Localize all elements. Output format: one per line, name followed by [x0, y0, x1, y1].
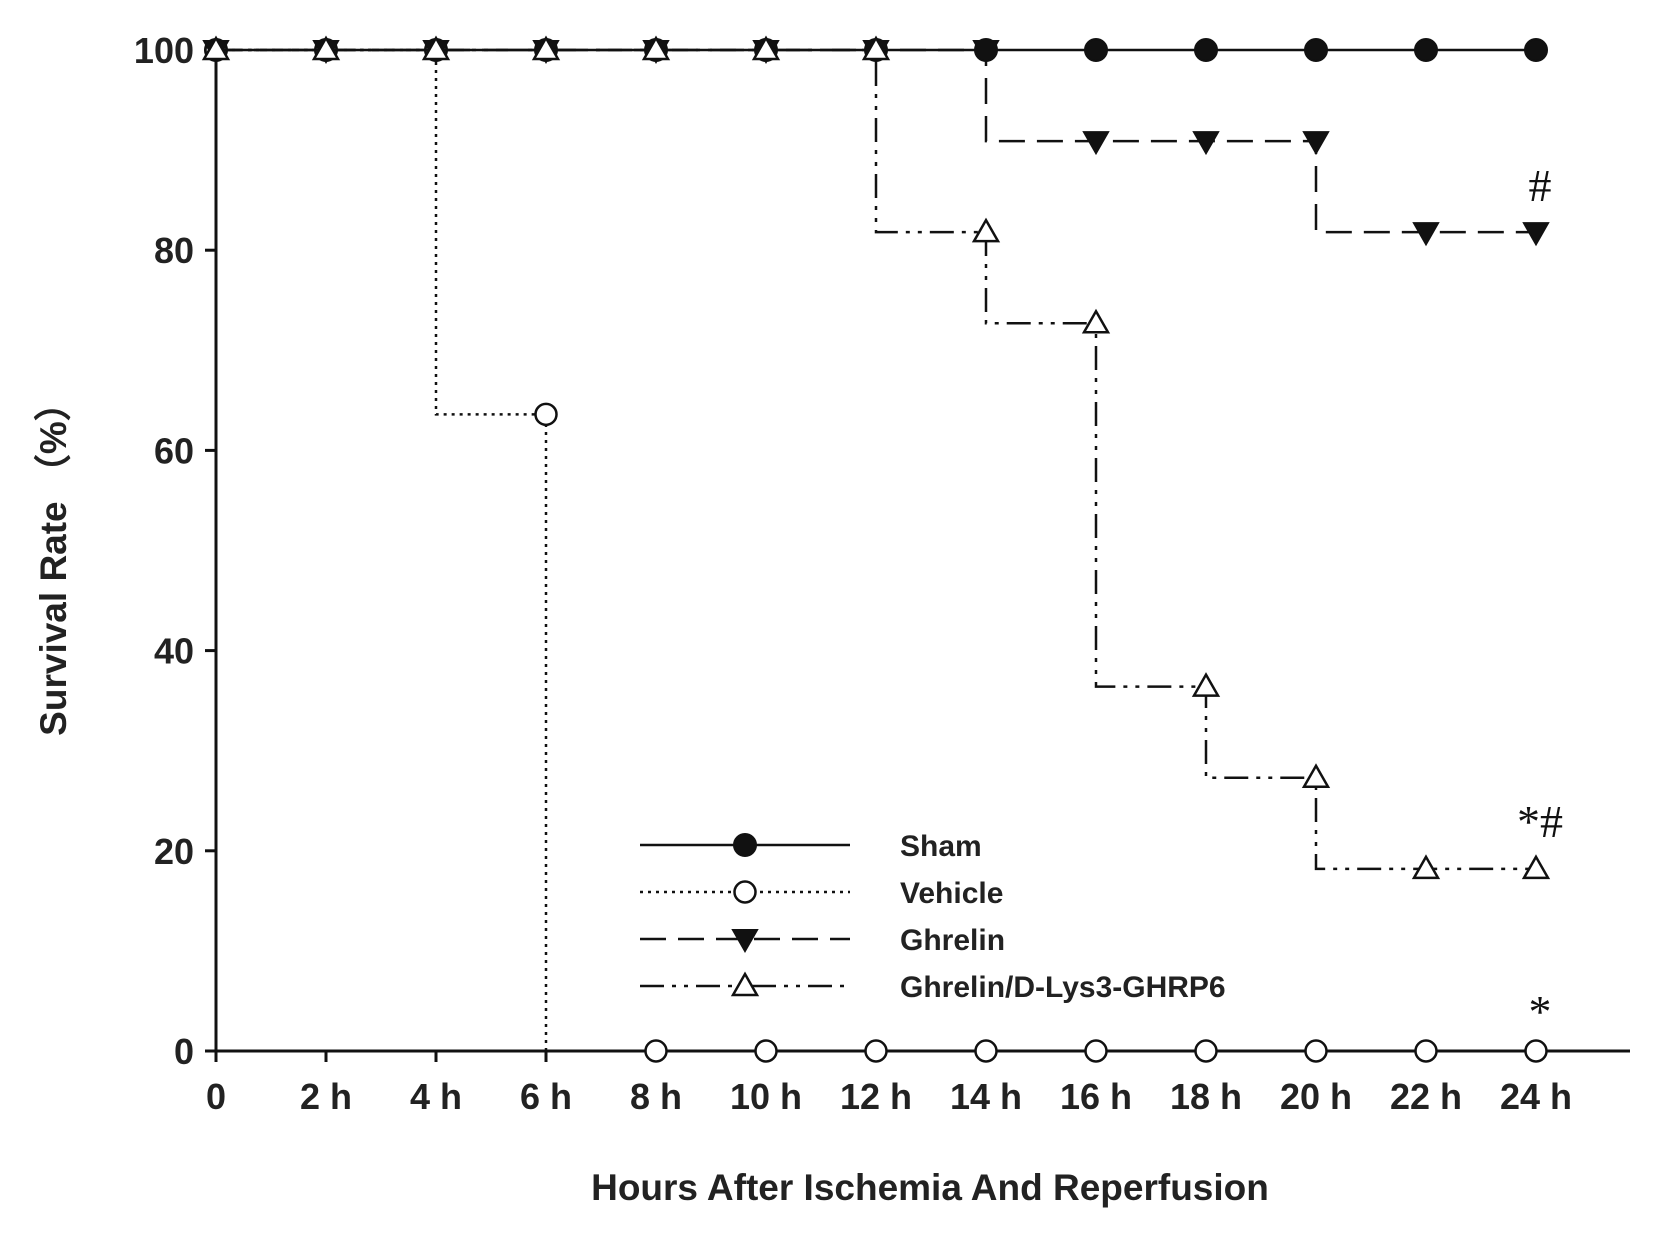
data-point [1412, 222, 1440, 247]
x-tick-label: 14 h [950, 1076, 1022, 1117]
legend: Sham Vehicle Ghrelin Ghrelin/D-Lys3-GHRP6 [640, 830, 1226, 1004]
data-point [1301, 763, 1331, 788]
series-layer [201, 35, 1551, 1063]
legend-label: Ghrelin/D-Lys3-GHRP6 [900, 971, 1226, 1004]
x-ticks: 0 2 h 4 h 6 h 8 h 10 h 12 h 14 h 16 h 18 h 20 h 22 … [206, 1051, 1572, 1117]
data-point [861, 35, 891, 61]
legend-label: Sham [900, 830, 982, 863]
significance-mark: *# [1517, 796, 1563, 847]
data-point [641, 35, 671, 61]
legend-marker [733, 833, 757, 857]
data-point [1524, 38, 1548, 62]
data-point [1304, 1039, 1328, 1063]
data-point [1522, 222, 1550, 247]
series-line [216, 48, 1536, 1053]
data-point [1084, 1039, 1108, 1063]
x-tick-label: 12 h [840, 1076, 912, 1117]
data-point [972, 40, 1000, 65]
data-point [311, 35, 341, 61]
data-point [534, 402, 558, 427]
data-point [1302, 131, 1330, 156]
data-point [1081, 308, 1111, 334]
legend-item: Vehicle [640, 877, 1003, 910]
x-tick-label: 0 [206, 1076, 226, 1117]
data-point [1414, 1039, 1438, 1063]
significance-mark: * [1529, 986, 1552, 1037]
data-point [1191, 672, 1221, 697]
x-tick-label: 18 h [1170, 1076, 1242, 1117]
y-tick-label: 0 [174, 1031, 194, 1072]
data-point [974, 1039, 998, 1063]
x-tick-label: 24 h [1500, 1076, 1572, 1117]
legend-marker [730, 971, 760, 997]
data-point [1194, 38, 1218, 62]
data-point [754, 1039, 778, 1063]
series-line [216, 48, 1536, 871]
x-tick-label: 20 h [1280, 1076, 1352, 1117]
data-point [751, 35, 781, 61]
y-tick-label: 20 [154, 831, 194, 872]
x-tick-label: 4 h [410, 1076, 462, 1117]
x-tick-label: 2 h [300, 1076, 352, 1117]
legend-marker [733, 880, 757, 904]
data-point [644, 1039, 668, 1063]
x-axis-title: Hours After Ischemia And Reperfusion [591, 1167, 1269, 1208]
y-tick-label: 100 [134, 30, 194, 71]
y-axis-title: Survival Rate （%） [33, 384, 74, 736]
plot-area: 0 2 h 4 h 6 h 8 h 10 h 12 h 14 h 16 h 18 h 20 h 22 … [134, 30, 1630, 1117]
y-ticks: 0 20 40 60 80 100 [134, 30, 216, 1072]
data-point [421, 35, 451, 61]
x-tick-label: 22 h [1390, 1076, 1462, 1117]
legend-item: Ghrelin [640, 924, 1005, 957]
x-tick-label: 8 h [630, 1076, 682, 1117]
legend-label: Vehicle [900, 877, 1003, 910]
data-point [1524, 1039, 1548, 1063]
data-point [1194, 1039, 1218, 1063]
data-point [1192, 131, 1220, 156]
data-point [201, 35, 231, 61]
data-point [971, 217, 1001, 243]
data-point [1084, 38, 1108, 62]
data-point [1411, 854, 1441, 880]
y-tick-label: 60 [154, 430, 194, 471]
legend-label: Ghrelin [900, 924, 1005, 957]
legend-item: Sham [640, 830, 982, 863]
x-tick-label: 10 h [730, 1076, 802, 1117]
y-tick-label: 40 [154, 631, 194, 672]
data-point [531, 35, 561, 61]
data-point [1414, 38, 1438, 62]
data-point [864, 1039, 888, 1063]
significance-mark: # [1529, 160, 1552, 211]
data-point [1521, 854, 1551, 880]
series-4 [201, 35, 1551, 880]
x-tick-label: 6 h [520, 1076, 572, 1117]
annotation-layer: # *# * [1517, 160, 1563, 1037]
data-point [1082, 131, 1110, 156]
series-markers [201, 35, 1551, 880]
y-tick-label: 80 [154, 230, 194, 271]
data-point [1304, 38, 1328, 62]
x-tick-label: 16 h [1060, 1076, 1132, 1117]
legend-marker [731, 929, 759, 954]
legend-item: Ghrelin/D-Lys3-GHRP6 [640, 971, 1226, 1004]
